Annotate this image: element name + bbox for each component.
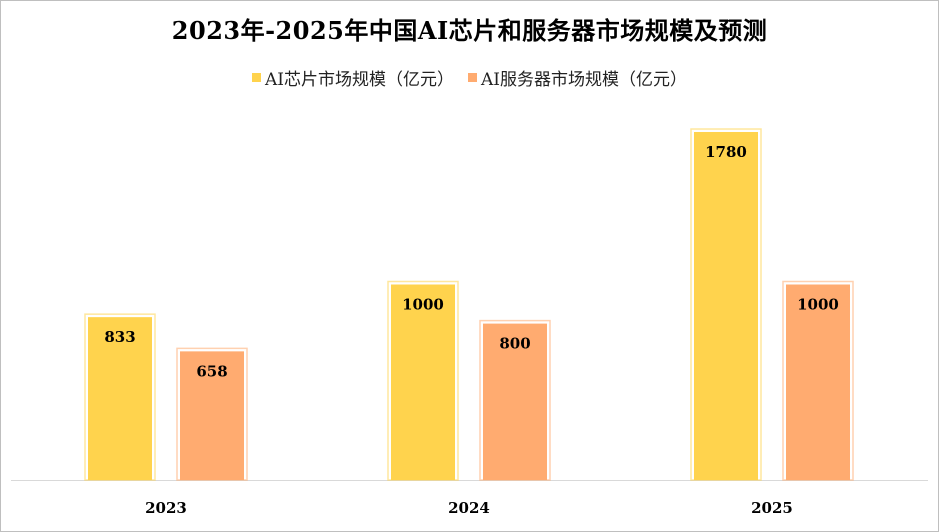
data-label: 800 xyxy=(499,335,530,353)
bar-ai-server-2025 xyxy=(786,284,850,480)
bar-ai-chip-2025 xyxy=(694,132,758,480)
bar-ai-chip-2023 xyxy=(88,317,152,480)
bar-ai-server-2024 xyxy=(483,323,547,480)
x-tick-label: 2025 xyxy=(751,499,793,517)
data-label: 1780 xyxy=(705,143,747,161)
x-tick-label: 2024 xyxy=(448,499,490,517)
data-label: 1000 xyxy=(402,296,444,314)
bar-ai-server-2023 xyxy=(180,351,244,480)
legend-swatch-ai-chip xyxy=(252,73,261,82)
chart-title: 2023年-2025年中国AI芯片和服务器市场规模及预测 xyxy=(171,16,768,45)
data-label: 1000 xyxy=(797,296,839,314)
legend-label-ai-server: AI服务器市场规模（亿元） xyxy=(481,70,687,90)
legend: AI芯片市场规模（亿元） AI服务器市场规模（亿元） xyxy=(1,65,938,90)
data-label: 833 xyxy=(104,328,135,346)
legend-item-ai-chip: AI芯片市场规模（亿元） xyxy=(252,65,454,90)
data-label: 658 xyxy=(196,362,227,380)
bar-ai-chip-2024 xyxy=(391,284,455,480)
legend-label-ai-chip: AI芯片市场规模（亿元） xyxy=(265,70,454,90)
legend-item-ai-server: AI服务器市场规模（亿元） xyxy=(468,65,687,90)
legend-swatch-ai-server xyxy=(468,73,477,82)
x-tick-label: 2023 xyxy=(145,499,187,517)
